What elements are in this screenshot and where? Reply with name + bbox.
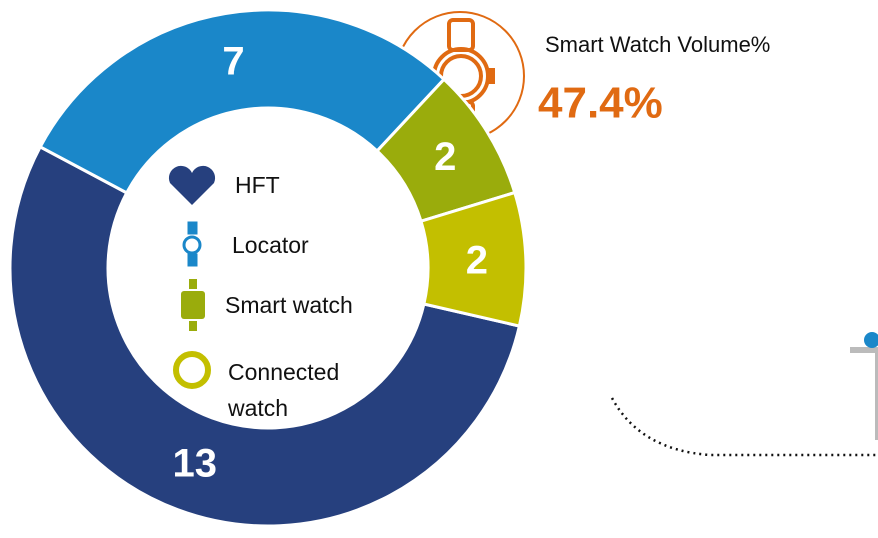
dotted-connector xyxy=(610,397,878,457)
data-label: 7 xyxy=(222,39,244,83)
icon-face xyxy=(182,235,202,255)
legend-label-box: Connected watch xyxy=(228,359,340,421)
partial-icon-dot xyxy=(864,332,878,348)
data-label: 13 xyxy=(173,441,218,485)
legend-label: Locator xyxy=(232,232,309,258)
icon-strap xyxy=(189,321,197,331)
legend-icon xyxy=(173,351,211,389)
legend-icon xyxy=(168,165,216,205)
partial-icon xyxy=(850,347,878,440)
legend-label: Smart watch xyxy=(225,292,353,318)
donut-segment xyxy=(8,144,522,528)
callout-title: Smart Watch Volume% xyxy=(545,32,770,57)
donut: 13 7 2 2 xyxy=(8,8,528,528)
icon-face xyxy=(181,291,205,319)
data-label: 2 xyxy=(466,238,488,282)
legend-label: Connected watch xyxy=(228,359,340,421)
legend-icon xyxy=(181,279,205,331)
donut-segment xyxy=(419,190,528,328)
callout-value: 47.4% xyxy=(538,79,663,128)
icon-strap xyxy=(187,221,198,235)
legend: HFT Locator Smart watch Connected watch xyxy=(168,165,353,421)
legend-icon xyxy=(182,221,202,267)
donut-segment xyxy=(38,8,447,195)
data-label: 2 xyxy=(434,135,456,179)
icon-strap xyxy=(187,253,198,267)
icon-strap xyxy=(189,279,197,289)
legend-label: HFT xyxy=(235,172,280,198)
